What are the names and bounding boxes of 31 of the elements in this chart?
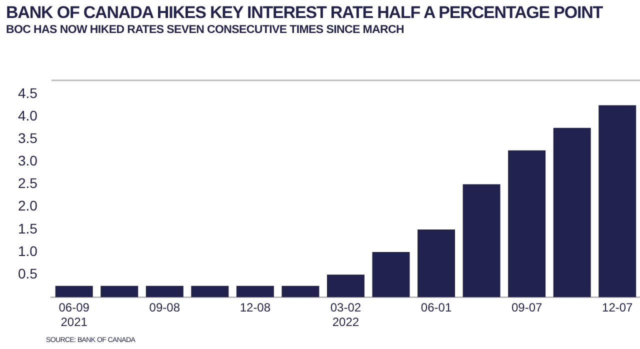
bar [326, 274, 364, 298]
bar [553, 128, 591, 298]
bar [282, 286, 320, 298]
x-tick-label: 06-01 [420, 300, 452, 315]
bar [598, 105, 636, 298]
bar [236, 286, 274, 298]
y-tick-label: 2.5 [18, 175, 38, 192]
y-tick-label: 1.5 [18, 220, 38, 236]
bar [462, 184, 500, 298]
y-tick-label: 1.0 [18, 242, 38, 259]
y-tick-label: 2.0 [18, 198, 38, 214]
bar [191, 286, 229, 298]
bar [418, 229, 456, 298]
y-tick-label: 4.5 [18, 84, 38, 101]
x-tick-label: 12-07 [602, 300, 634, 315]
x-tick-label: 12-08 [240, 300, 271, 315]
chart-title: BANK OF CANADA HIKES KEY INTEREST RATE HALF A PERCENTAGE POINT [6, 3, 603, 23]
bar [508, 150, 546, 298]
bar [100, 286, 138, 298]
x-tick-label: 03-02 2022 [330, 300, 362, 330]
x-tick-label: 09-08 [149, 300, 180, 315]
y-tick-label: 3.5 [18, 130, 38, 146]
y-tick-label: 4.0 [18, 107, 38, 124]
chart-subtitle: BOC HAS NOW HIKED RATES SEVEN CONSECUTIVE TIMES SINCE MARCH [6, 24, 404, 36]
bar [55, 286, 93, 298]
y-tick-label: 0.5 [18, 265, 38, 282]
x-tick-label: 06-09 2021 [58, 300, 90, 330]
x-tick-label: 09-07 [511, 300, 542, 315]
y-tick-label: 3.0 [18, 152, 38, 169]
bar [146, 286, 184, 298]
bar [372, 252, 410, 298]
